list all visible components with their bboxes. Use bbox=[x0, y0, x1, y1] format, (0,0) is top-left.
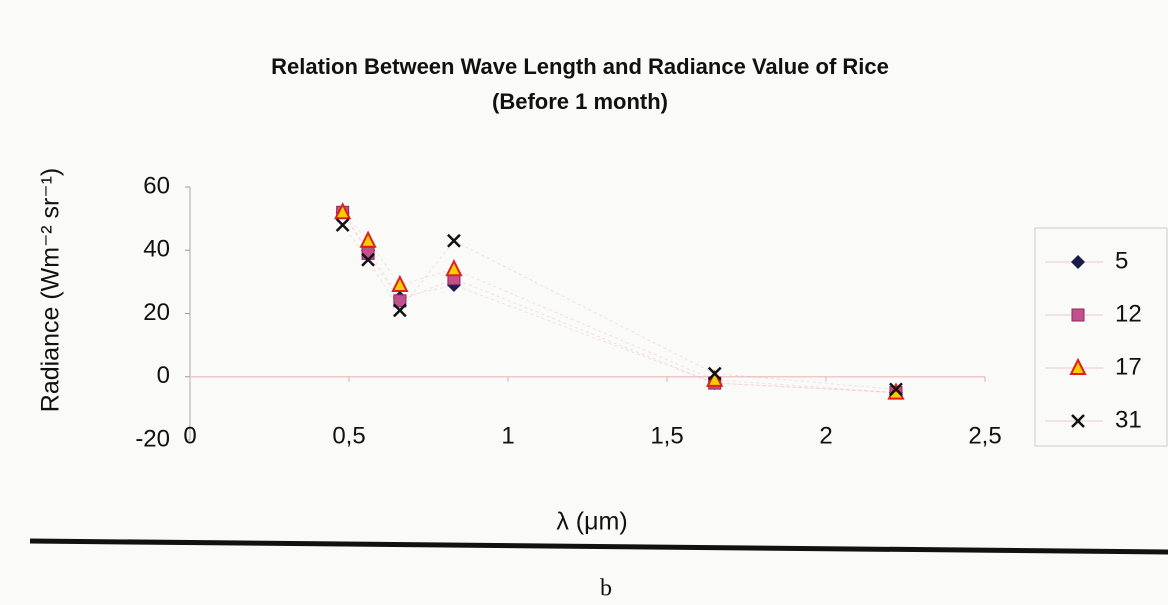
x-tick-label: 1,5 bbox=[650, 422, 683, 449]
x-axis-title: λ (μm) bbox=[556, 508, 627, 536]
legend-label: 12 bbox=[1115, 300, 1142, 327]
figure-caption: b bbox=[600, 576, 612, 602]
x-tick-label: 0,5 bbox=[332, 422, 365, 449]
chart-subtitle: (Before 1 month) bbox=[492, 89, 668, 114]
legend-label: 17 bbox=[1115, 353, 1142, 380]
series-line bbox=[342, 224, 897, 390]
x-tick-label: 0 bbox=[183, 422, 196, 449]
point bbox=[393, 294, 407, 308]
series-line bbox=[342, 212, 896, 394]
point bbox=[361, 252, 375, 267]
legend-marker bbox=[1071, 308, 1085, 322]
legend-box bbox=[1034, 227, 1168, 447]
legend-marker bbox=[1071, 255, 1085, 269]
legend-label: 31 bbox=[1115, 406, 1142, 433]
y-tick-label: 20 bbox=[143, 299, 170, 326]
y-tick-label: 60 bbox=[143, 172, 170, 199]
series-line bbox=[342, 212, 896, 394]
y-tick-label: -20 bbox=[135, 425, 170, 452]
separator-rule bbox=[29, 538, 1168, 555]
point bbox=[334, 202, 352, 220]
legend-marker bbox=[1071, 414, 1085, 428]
point bbox=[359, 230, 377, 248]
y-axis-title: Radiance (Wm⁻² sr⁻¹) bbox=[37, 168, 65, 412]
point bbox=[707, 366, 722, 381]
point bbox=[335, 218, 350, 232]
x-tick-label: 1 bbox=[501, 422, 514, 449]
y-tick-label: 40 bbox=[143, 236, 170, 263]
point bbox=[706, 369, 724, 387]
point bbox=[889, 382, 903, 397]
point bbox=[361, 246, 375, 260]
point bbox=[391, 274, 409, 293]
legend-marker bbox=[1069, 357, 1087, 375]
legend-label: 5 bbox=[1115, 247, 1128, 274]
chart-title: Relation Between Wave Length and Radianc… bbox=[271, 54, 889, 79]
x-tick-label: 2 bbox=[819, 422, 832, 449]
series-line bbox=[342, 211, 896, 394]
y-tick-label: 0 bbox=[157, 362, 170, 389]
point bbox=[445, 258, 463, 277]
point bbox=[392, 303, 407, 318]
x-tick-label: 2,5 bbox=[968, 422, 1001, 449]
point bbox=[447, 233, 461, 248]
